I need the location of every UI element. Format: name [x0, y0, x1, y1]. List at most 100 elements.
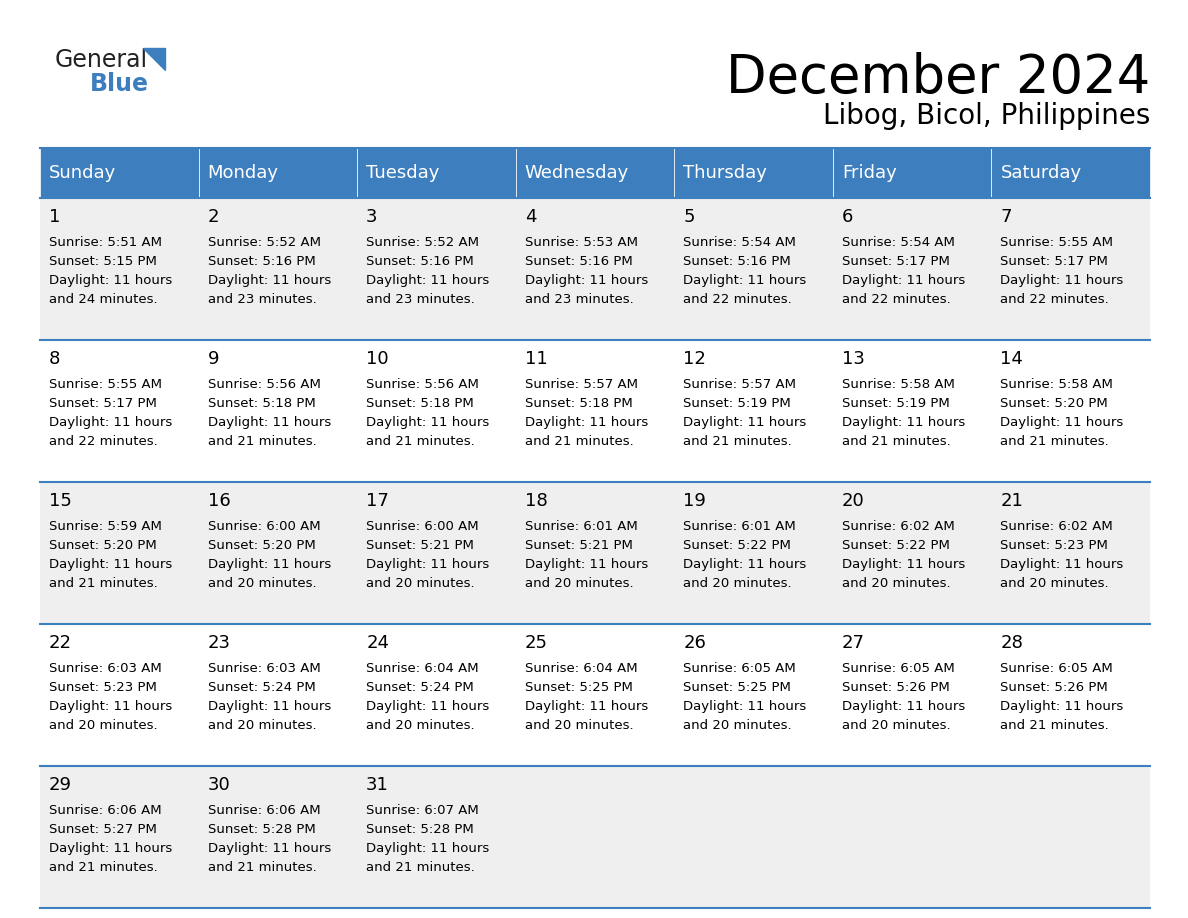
Text: Daylight: 11 hours: Daylight: 11 hours	[49, 842, 172, 855]
Text: and 20 minutes.: and 20 minutes.	[683, 719, 792, 732]
Text: 28: 28	[1000, 634, 1023, 652]
Text: and 21 minutes.: and 21 minutes.	[525, 435, 633, 448]
Text: Sunset: 5:21 PM: Sunset: 5:21 PM	[525, 539, 632, 552]
Text: Sunset: 5:28 PM: Sunset: 5:28 PM	[208, 823, 315, 836]
Text: Daylight: 11 hours: Daylight: 11 hours	[49, 558, 172, 571]
Text: Sunrise: 6:00 AM: Sunrise: 6:00 AM	[366, 520, 479, 533]
Text: Sunrise: 5:55 AM: Sunrise: 5:55 AM	[49, 378, 162, 391]
Bar	[40, 148, 198, 198]
Text: Daylight: 11 hours: Daylight: 11 hours	[366, 558, 489, 571]
Text: Sunset: 5:26 PM: Sunset: 5:26 PM	[1000, 681, 1108, 694]
Text: 15: 15	[49, 492, 72, 510]
Text: 26: 26	[683, 634, 706, 652]
Text: Sunset: 5:24 PM: Sunset: 5:24 PM	[366, 681, 474, 694]
Text: Daylight: 11 hours: Daylight: 11 hours	[683, 416, 807, 429]
Text: Sunrise: 6:06 AM: Sunrise: 6:06 AM	[49, 804, 162, 817]
Text: Sunset: 5:16 PM: Sunset: 5:16 PM	[366, 255, 474, 268]
Text: Daylight: 11 hours: Daylight: 11 hours	[1000, 416, 1124, 429]
Text: Daylight: 11 hours: Daylight: 11 hours	[842, 274, 965, 287]
Text: Sunset: 5:20 PM: Sunset: 5:20 PM	[1000, 397, 1108, 410]
Text: Sunrise: 6:01 AM: Sunrise: 6:01 AM	[525, 520, 638, 533]
Text: Sunset: 5:24 PM: Sunset: 5:24 PM	[208, 681, 315, 694]
Text: Friday: Friday	[842, 164, 897, 182]
Text: Daylight: 11 hours: Daylight: 11 hours	[1000, 558, 1124, 571]
Bar	[833, 148, 992, 198]
Text: Sunset: 5:28 PM: Sunset: 5:28 PM	[366, 823, 474, 836]
Text: Sunset: 5:27 PM: Sunset: 5:27 PM	[49, 823, 157, 836]
Text: and 20 minutes.: and 20 minutes.	[49, 719, 158, 732]
Text: Daylight: 11 hours: Daylight: 11 hours	[366, 842, 489, 855]
Text: Sunset: 5:26 PM: Sunset: 5:26 PM	[842, 681, 949, 694]
Text: Sunset: 5:22 PM: Sunset: 5:22 PM	[683, 539, 791, 552]
Text: Sunset: 5:16 PM: Sunset: 5:16 PM	[525, 255, 632, 268]
Text: Saturday: Saturday	[1000, 164, 1081, 182]
Text: 22: 22	[49, 634, 72, 652]
Text: Sunrise: 5:56 AM: Sunrise: 5:56 AM	[366, 378, 479, 391]
Text: Daylight: 11 hours: Daylight: 11 hours	[49, 416, 172, 429]
Text: Sunrise: 5:54 AM: Sunrise: 5:54 AM	[842, 236, 955, 249]
Text: Sunrise: 6:04 AM: Sunrise: 6:04 AM	[366, 662, 479, 675]
Text: and 22 minutes.: and 22 minutes.	[1000, 293, 1110, 306]
Text: Sunrise: 5:58 AM: Sunrise: 5:58 AM	[842, 378, 955, 391]
Text: Sunrise: 5:52 AM: Sunrise: 5:52 AM	[366, 236, 479, 249]
Text: Sunset: 5:22 PM: Sunset: 5:22 PM	[842, 539, 949, 552]
Text: Sunrise: 6:02 AM: Sunrise: 6:02 AM	[842, 520, 955, 533]
Bar	[992, 148, 1150, 198]
Text: 25: 25	[525, 634, 548, 652]
Text: and 20 minutes.: and 20 minutes.	[842, 719, 950, 732]
Text: Sunrise: 5:51 AM: Sunrise: 5:51 AM	[49, 236, 162, 249]
Text: Sunrise: 5:55 AM: Sunrise: 5:55 AM	[1000, 236, 1113, 249]
Text: Sunrise: 5:57 AM: Sunrise: 5:57 AM	[525, 378, 638, 391]
Text: and 21 minutes.: and 21 minutes.	[1000, 435, 1110, 448]
Text: 23: 23	[208, 634, 230, 652]
Text: and 20 minutes.: and 20 minutes.	[366, 719, 475, 732]
Bar	[40, 198, 1150, 340]
Text: Sunset: 5:15 PM: Sunset: 5:15 PM	[49, 255, 157, 268]
Text: Daylight: 11 hours: Daylight: 11 hours	[683, 558, 807, 571]
Text: 14: 14	[1000, 350, 1023, 368]
Text: Daylight: 11 hours: Daylight: 11 hours	[208, 274, 330, 287]
Text: Sunset: 5:17 PM: Sunset: 5:17 PM	[49, 397, 157, 410]
Text: Sunset: 5:23 PM: Sunset: 5:23 PM	[1000, 539, 1108, 552]
Text: and 21 minutes.: and 21 minutes.	[49, 577, 158, 590]
Text: and 21 minutes.: and 21 minutes.	[1000, 719, 1110, 732]
Text: and 21 minutes.: and 21 minutes.	[366, 861, 475, 874]
Text: Sunrise: 5:59 AM: Sunrise: 5:59 AM	[49, 520, 162, 533]
Text: Sunset: 5:20 PM: Sunset: 5:20 PM	[208, 539, 315, 552]
Text: 6: 6	[842, 208, 853, 226]
Text: Daylight: 11 hours: Daylight: 11 hours	[49, 274, 172, 287]
Text: and 20 minutes.: and 20 minutes.	[208, 719, 316, 732]
Bar	[516, 148, 675, 198]
Text: 13: 13	[842, 350, 865, 368]
Text: and 20 minutes.: and 20 minutes.	[842, 577, 950, 590]
Text: Sunrise: 6:05 AM: Sunrise: 6:05 AM	[683, 662, 796, 675]
Text: 16: 16	[208, 492, 230, 510]
Text: Sunrise: 6:00 AM: Sunrise: 6:00 AM	[208, 520, 321, 533]
Text: 17: 17	[366, 492, 388, 510]
Text: Sunrise: 5:57 AM: Sunrise: 5:57 AM	[683, 378, 796, 391]
Text: Sunrise: 5:52 AM: Sunrise: 5:52 AM	[208, 236, 321, 249]
Text: Sunset: 5:18 PM: Sunset: 5:18 PM	[208, 397, 315, 410]
Text: Sunset: 5:20 PM: Sunset: 5:20 PM	[49, 539, 157, 552]
Text: Sunrise: 6:06 AM: Sunrise: 6:06 AM	[208, 804, 321, 817]
Text: 11: 11	[525, 350, 548, 368]
Text: 7: 7	[1000, 208, 1012, 226]
Bar	[40, 624, 1150, 766]
Text: 2: 2	[208, 208, 219, 226]
Text: Daylight: 11 hours: Daylight: 11 hours	[683, 274, 807, 287]
Text: Sunrise: 5:53 AM: Sunrise: 5:53 AM	[525, 236, 638, 249]
Text: Daylight: 11 hours: Daylight: 11 hours	[842, 700, 965, 713]
Text: Daylight: 11 hours: Daylight: 11 hours	[366, 416, 489, 429]
Text: Sunrise: 6:05 AM: Sunrise: 6:05 AM	[1000, 662, 1113, 675]
Text: and 22 minutes.: and 22 minutes.	[683, 293, 792, 306]
Text: Daylight: 11 hours: Daylight: 11 hours	[208, 558, 330, 571]
Text: Libog, Bicol, Philippines: Libog, Bicol, Philippines	[822, 102, 1150, 130]
Text: Daylight: 11 hours: Daylight: 11 hours	[366, 274, 489, 287]
Text: Daylight: 11 hours: Daylight: 11 hours	[208, 416, 330, 429]
Text: Sunset: 5:19 PM: Sunset: 5:19 PM	[683, 397, 791, 410]
Text: Daylight: 11 hours: Daylight: 11 hours	[49, 700, 172, 713]
Text: Sunday: Sunday	[49, 164, 116, 182]
Text: Monday: Monday	[208, 164, 278, 182]
Text: and 22 minutes.: and 22 minutes.	[49, 435, 158, 448]
Text: Thursday: Thursday	[683, 164, 767, 182]
